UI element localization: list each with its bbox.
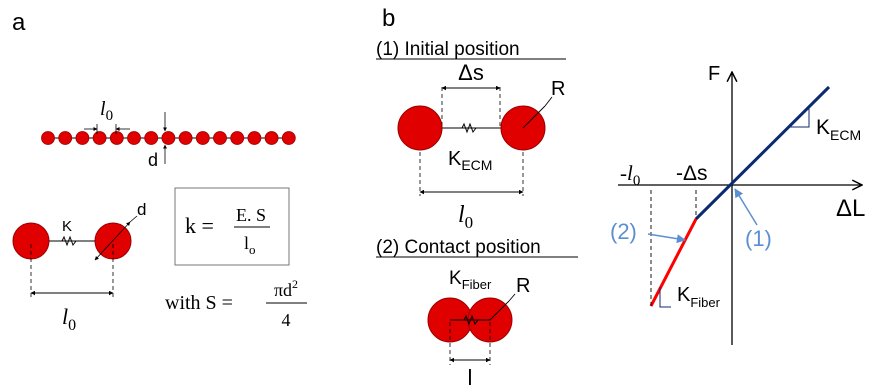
formula-den-sub: o <box>249 242 256 257</box>
point2-arrow <box>647 233 686 244</box>
contact-k-fiber-text: K <box>449 268 462 289</box>
panel-a: a l0 d K d l0 k = E. S lo <box>12 9 307 334</box>
force-graph: F ΔL KECM KFiber -l0 -Δs (1) (2) <box>610 63 865 345</box>
initial-radius-leader <box>544 96 553 107</box>
panel-a-letter: a <box>12 9 26 36</box>
chain-bead <box>230 131 245 145</box>
chain-bead <box>264 131 279 145</box>
formula-lhs: k = <box>185 213 214 238</box>
pair-l0-text: l <box>62 304 68 329</box>
initial-position-title: (1) Initial position <box>376 39 520 60</box>
chain-bead <box>41 131 55 145</box>
tick-neg-l0-sub: 0 <box>633 173 641 189</box>
initial-l0-label: l0 <box>458 202 473 232</box>
s-num-text: πd <box>274 280 292 300</box>
panel-b-letter: b <box>382 5 395 32</box>
tick-neg-ds: -Δs <box>676 162 708 185</box>
initial-l0-text: l <box>458 202 465 228</box>
s-formula-numerator: πd2 <box>274 277 298 300</box>
tick-neg-l0: -l0 <box>620 161 640 189</box>
initial-k-ecm-sub: ECM <box>461 157 492 173</box>
contact-position-title: (2) Contact position <box>376 237 541 258</box>
tick-neg-l0-text: -l <box>620 161 633 185</box>
graph-k-fiber-label: KFiber <box>677 284 721 310</box>
spring-k <box>61 235 77 247</box>
chain-bead <box>127 131 141 145</box>
graph-k-ecm-text: K <box>816 116 830 139</box>
contact-r-label: R <box>516 275 530 297</box>
chain-bead <box>195 131 210 145</box>
chain-bead <box>161 131 176 145</box>
pair-l0-sub: 0 <box>68 317 76 334</box>
panel-b: b (1) Initial position Δs R KECM l0 (2) … <box>376 5 578 390</box>
pair-d-label: d <box>137 200 146 219</box>
y-axis-label: F <box>708 63 720 85</box>
fiber-stiffness-line <box>649 218 698 307</box>
chain-l0-label: l0 <box>100 98 113 124</box>
formula-numerator: E. S <box>236 205 266 225</box>
bead-chain <box>41 131 296 145</box>
ecm-stiffness-line <box>694 85 831 221</box>
contact-radius-leader <box>508 293 516 302</box>
pair-d-arrow <box>94 221 131 261</box>
initial-l0-sub: 0 <box>465 213 474 232</box>
chain-bead <box>92 131 107 145</box>
chain-bead <box>144 131 159 145</box>
s-formula-lhs: with S = <box>165 292 233 314</box>
formula-den-text: l <box>244 233 249 253</box>
point1-label: (1) <box>745 226 772 251</box>
chain-bead <box>247 131 262 145</box>
ecm-slope-triangle <box>790 108 810 128</box>
chain-bead <box>213 131 227 145</box>
initial-k-ecm-label: KECM <box>448 148 492 173</box>
graph-k-fiber-sub: Fiber <box>690 295 720 310</box>
contact-radius-line <box>489 300 510 321</box>
chain-bead <box>178 131 193 145</box>
point1-arrow <box>734 188 758 226</box>
chain-bead <box>281 131 296 145</box>
pair-d-leader <box>129 215 138 223</box>
fiber-slope-triangle <box>659 287 671 308</box>
initial-r-label: R <box>551 78 565 100</box>
initial-spring <box>461 122 477 134</box>
chain-bead <box>58 131 73 145</box>
chain-d-label: d <box>148 150 158 170</box>
initial-radius-line <box>522 105 546 129</box>
formula-denominator: lo <box>244 233 256 257</box>
s-formula-denominator: 4 <box>282 310 291 330</box>
contact-k-fiber-label: KFiber <box>449 268 492 292</box>
contact-k-fiber-sub: Fiber <box>462 277 492 292</box>
chain-bead <box>109 131 124 145</box>
contact-l-label: l <box>468 365 473 390</box>
chain-l0-sub: 0 <box>106 108 114 124</box>
graph-k-ecm-label: KECM <box>816 116 861 143</box>
delta-s-label: Δs <box>458 60 484 85</box>
chain-bead <box>75 131 90 145</box>
initial-bead-left <box>397 105 443 151</box>
contact-spring <box>463 314 479 326</box>
chain-l0-text: l <box>100 98 106 120</box>
s-num-sup: 2 <box>292 277 298 291</box>
pair-l0-label: l0 <box>62 304 76 334</box>
graph-k-ecm-sub: ECM <box>830 127 861 143</box>
spring-k-label: K <box>62 218 72 235</box>
graph-k-fiber-text: K <box>677 284 691 306</box>
point2-label: (2) <box>610 219 637 244</box>
initial-k-ecm-text: K <box>448 148 462 170</box>
x-axis-label: ΔL <box>836 195 865 222</box>
